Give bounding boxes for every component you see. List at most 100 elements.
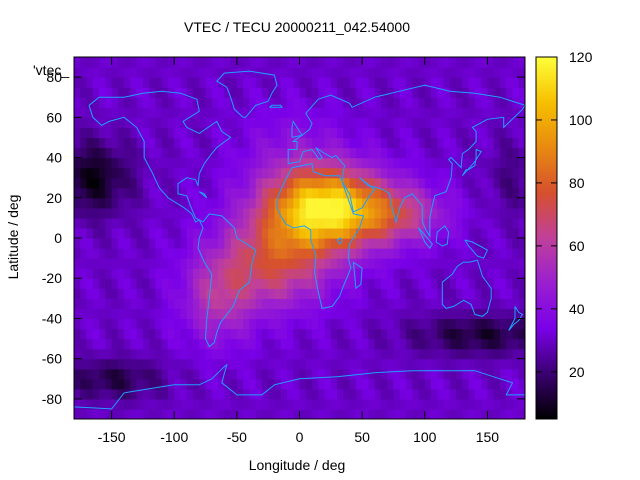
heatmap-cell	[318, 127, 326, 139]
heatmap-cell	[418, 338, 426, 350]
heatmap-cell	[424, 57, 432, 68]
heatmap-cell	[512, 147, 520, 159]
heatmap-cell	[387, 248, 395, 259]
heatmap-cell	[418, 67, 426, 78]
heatmap-cell	[136, 378, 144, 390]
heatmap-cell	[431, 177, 438, 189]
heatmap-cell	[261, 107, 269, 118]
heatmap-cell	[268, 378, 276, 390]
heatmap-cell	[268, 57, 276, 68]
heatmap-cell	[105, 117, 113, 128]
heatmap-cell	[99, 328, 106, 340]
heatmap-cell	[349, 87, 357, 98]
heatmap-cell	[155, 127, 163, 139]
heatmap-cell	[518, 127, 525, 139]
coastline	[461, 148, 482, 177]
heatmap-cell	[280, 338, 288, 350]
heatmap-cell	[211, 97, 219, 108]
heatmap-cell	[443, 358, 451, 370]
heatmap-cell	[443, 368, 451, 380]
heatmap-cell	[193, 348, 200, 360]
heatmap-cell	[324, 258, 332, 269]
heatmap-cell	[343, 258, 351, 269]
heatmap-cell	[149, 268, 157, 279]
heatmap-cell	[92, 127, 100, 139]
heatmap-cell	[368, 167, 376, 179]
heatmap-cell	[424, 187, 432, 199]
heatmap-cell	[412, 227, 420, 239]
heatmap-cell	[337, 268, 344, 279]
heatmap-cell	[387, 67, 395, 78]
heatmap-cell	[418, 298, 426, 309]
heatmap-cell	[155, 57, 163, 68]
heatmap-cell	[99, 87, 106, 98]
heatmap-cell	[74, 87, 81, 98]
heatmap-cell	[518, 177, 525, 189]
heatmap-cell	[355, 298, 363, 309]
heatmap-cell	[105, 147, 113, 159]
heatmap-cell	[481, 408, 489, 419]
heatmap-cell	[161, 348, 169, 360]
heatmap-cell	[280, 378, 288, 390]
heatmap-cell	[255, 77, 263, 88]
heatmap-cell	[117, 238, 125, 249]
heatmap-cell	[205, 157, 213, 169]
heatmap-cell	[512, 288, 520, 299]
heatmap-cell	[362, 127, 370, 139]
heatmap-cell	[481, 268, 489, 279]
heatmap-cell	[437, 348, 445, 360]
heatmap-cell	[405, 177, 413, 189]
heatmap-cell	[449, 167, 457, 179]
heatmap-cell	[355, 358, 363, 370]
heatmap-cell	[293, 97, 301, 108]
heatmap-cell	[205, 87, 213, 98]
heatmap-cell	[418, 358, 426, 370]
heatmap-cell	[180, 318, 188, 330]
heatmap-cell	[180, 388, 188, 400]
heatmap-cell	[312, 177, 319, 189]
heatmap-cell	[312, 137, 319, 149]
heatmap-cell	[199, 147, 207, 159]
heatmap-cell	[124, 258, 131, 269]
heatmap-cell	[280, 358, 288, 370]
heatmap-cell	[286, 127, 294, 139]
heatmap-cell	[437, 308, 445, 320]
heatmap-cell	[161, 408, 169, 419]
heatmap-cell	[142, 187, 150, 199]
heatmap-cell	[193, 318, 200, 330]
heatmap-cell	[130, 67, 138, 78]
heatmap-cell	[205, 137, 213, 149]
heatmap-cell	[86, 248, 94, 259]
heatmap-cell	[362, 258, 370, 269]
heatmap-cell	[481, 167, 489, 179]
heatmap-cell	[236, 227, 244, 239]
heatmap-cell	[268, 388, 276, 400]
heatmap-cell	[261, 127, 269, 139]
heatmap-cell	[286, 57, 294, 68]
heatmap-cell	[481, 278, 489, 289]
heatmap-cell	[355, 67, 363, 78]
heatmap-cell	[243, 197, 250, 209]
heatmap-cell	[487, 268, 495, 279]
heatmap-cell	[92, 368, 100, 380]
heatmap-cell	[387, 378, 395, 390]
heatmap-cell	[299, 137, 307, 149]
heatmap-cell	[243, 217, 250, 229]
heatmap-cell	[117, 318, 125, 330]
heatmap-cell	[499, 137, 507, 149]
heatmap-cell	[506, 127, 514, 139]
heatmap-cell	[224, 408, 232, 419]
heatmap-cell	[412, 268, 420, 279]
heatmap-cell	[199, 157, 207, 169]
heatmap-cell	[474, 57, 482, 68]
heatmap-cell	[468, 268, 476, 279]
heatmap-cell	[330, 217, 338, 229]
heatmap-cell	[224, 187, 232, 199]
heatmap-cell	[399, 388, 407, 400]
heatmap-cell	[374, 197, 382, 209]
heatmap-cell	[130, 248, 138, 259]
heatmap-cell	[387, 87, 395, 98]
heatmap-cell	[399, 358, 407, 370]
heatmap-cell	[130, 77, 138, 88]
heatmap-cell	[149, 197, 157, 209]
